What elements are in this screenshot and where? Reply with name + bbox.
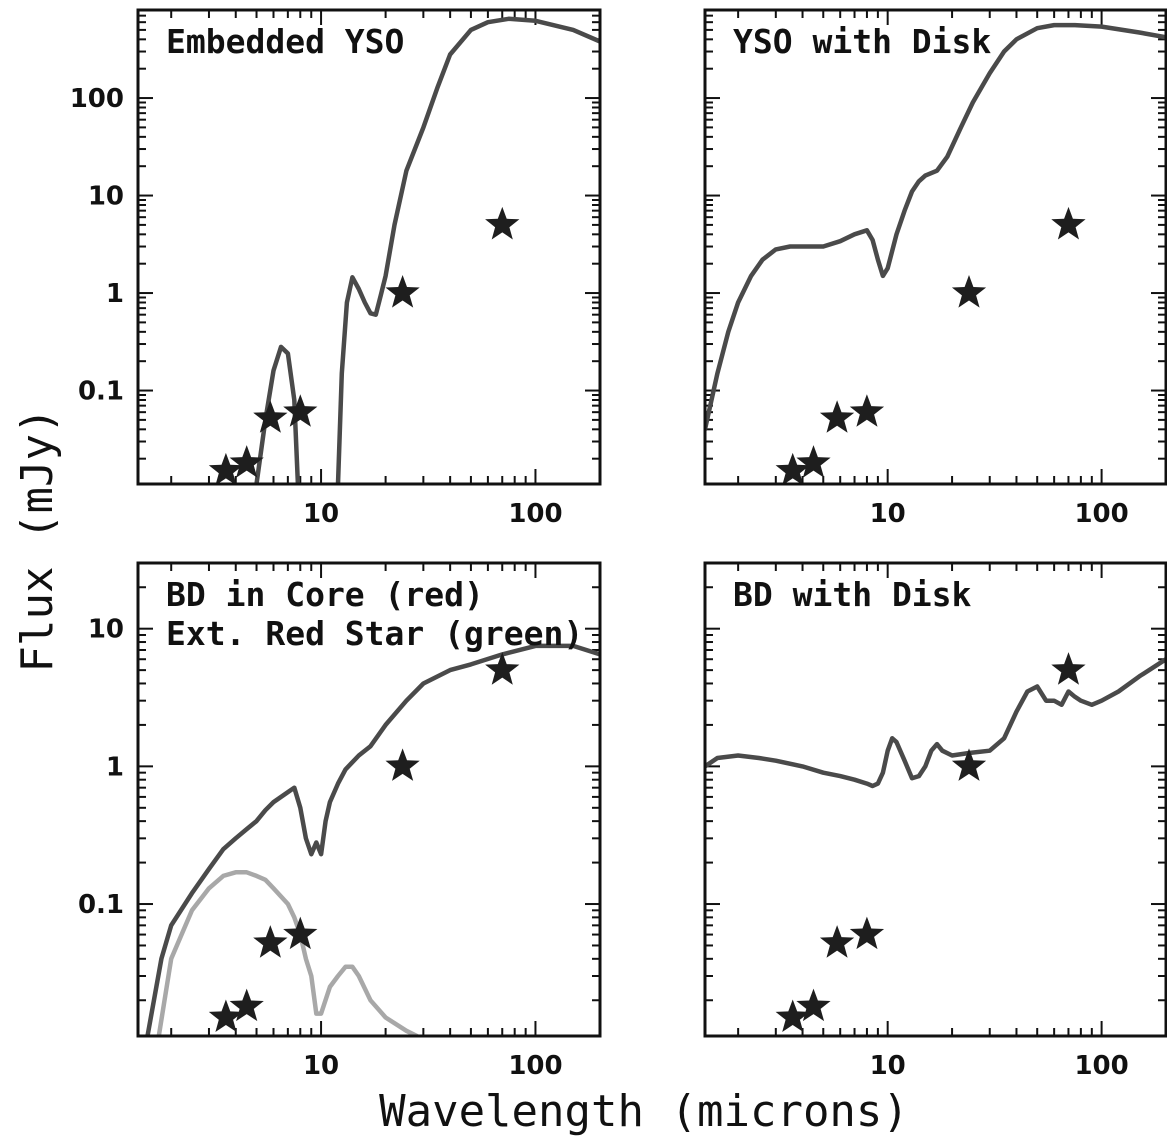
observed-flux-star [775, 452, 810, 486]
observed-flux-star [1051, 652, 1086, 685]
panel-bd-in-core: 10 100 0.1 1 10 BD in Core (red)Ext. Red Star… [78, 561, 602, 1081]
observed-flux-star [849, 394, 885, 427]
panel-title: BD in Core (red) [166, 575, 484, 614]
observed-flux-star [253, 400, 288, 433]
panel-title: Embedded YSO [166, 22, 404, 61]
observed-flux-star [849, 916, 885, 950]
panel-title: YSO with Disk [733, 22, 991, 61]
observed-flux-star [819, 400, 855, 433]
observed-flux-star [485, 652, 520, 685]
x-tick-label: 100 [508, 1051, 562, 1081]
y-tick-label: 100 [70, 84, 124, 114]
x-axis-title: Wavelength (microns) [379, 1086, 909, 1137]
observed-flux-star [796, 445, 831, 478]
tick-marks [705, 562, 1167, 1036]
x-tick-label: 100 [1074, 499, 1128, 529]
tick-marks [705, 9, 1167, 484]
x-tick-label: 100 [508, 499, 562, 529]
observed-flux-star [208, 452, 244, 486]
observed-flux-star [951, 275, 987, 308]
model-curve-0-segment-0 [705, 656, 1166, 789]
x-tick-label: 10 [870, 499, 906, 529]
observed-flux-star [253, 925, 288, 958]
observed-flux-star [485, 206, 520, 240]
y-tick-label: 1 [106, 752, 124, 782]
x-tick-label: 10 [870, 1051, 906, 1081]
plot-frame [703, 8, 1167, 486]
observed-flux-star [283, 916, 318, 950]
panel-yso-with-disk: 10 100 YSO with Disk [703, 8, 1167, 529]
y-tick-label: 1 [106, 279, 124, 309]
observed-flux-star [796, 988, 831, 1022]
panel-subtitle: Ext. Red Star (green) [166, 614, 583, 653]
model-curve-0-segment-1 [335, 16, 600, 484]
panel-title: BD with Disk [733, 575, 972, 614]
model-curve-1-segment-0 [156, 870, 420, 1036]
panel-embedded-yso: 10 100 0.1 1 10 100 Embedded YSO [70, 8, 602, 529]
observed-flux-star [208, 999, 244, 1032]
observed-flux-star [819, 925, 855, 958]
y-axis-title: Flux (mJy) [12, 408, 63, 673]
model-curve-0-segment-0 [145, 643, 600, 1036]
tick-marks [138, 9, 601, 484]
observed-flux-star [385, 275, 420, 308]
plot-frame [136, 561, 602, 1038]
x-tick-label: 10 [303, 499, 339, 529]
observed-flux-star [283, 394, 318, 427]
x-tick-label: 10 [303, 1051, 339, 1081]
observed-flux-star [775, 999, 810, 1032]
y-tick-label: 0.1 [78, 377, 124, 407]
x-tick-label: 100 [1074, 1051, 1128, 1081]
y-tick-label: 0.1 [78, 890, 124, 920]
observed-flux-star [951, 748, 987, 781]
observed-flux-star [229, 445, 264, 478]
panel-bd-with-disk: 10 100 BD with Disk [703, 561, 1167, 1081]
model-curve-0-segment-0 [705, 22, 1166, 432]
observed-flux-star [385, 748, 420, 781]
y-tick-label: 10 [88, 615, 124, 645]
y-tick-label: 10 [88, 182, 124, 212]
plot-frame [136, 8, 602, 486]
plot-frame [703, 561, 1167, 1038]
observed-flux-star [229, 988, 264, 1022]
observed-flux-star [1051, 206, 1086, 240]
